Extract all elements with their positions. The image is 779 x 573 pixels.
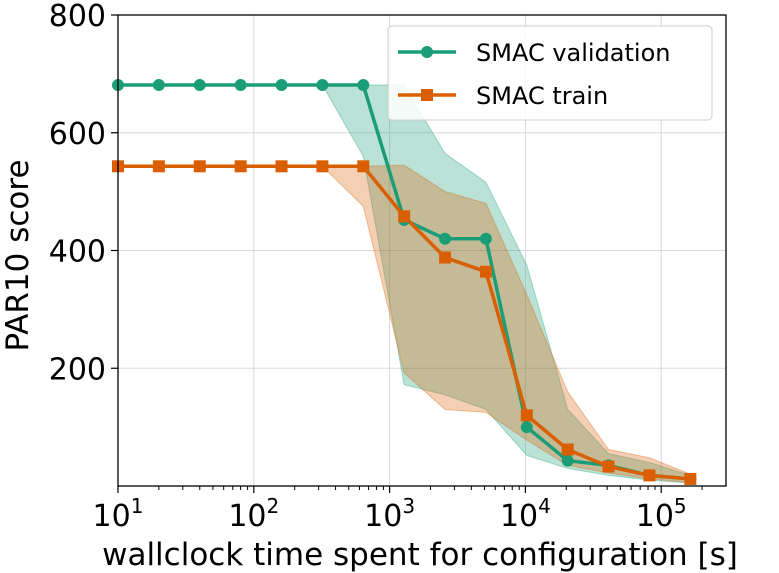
legend-label-validation: SMAC validation [476, 39, 670, 67]
point-train [193, 160, 206, 173]
legend-marker-validation [421, 46, 433, 58]
y-tick-label: 400 [49, 235, 106, 270]
x-tick-exponent: 1 [131, 494, 144, 518]
point-validation [520, 421, 533, 434]
x-tick-exponent: 5 [674, 494, 687, 518]
point-validation [439, 232, 452, 245]
x-tick-base: 10 [636, 499, 674, 534]
legend-marker-train [421, 89, 433, 101]
point-train [316, 160, 329, 173]
point-validation [479, 232, 492, 245]
point-train [152, 160, 165, 173]
point-train [643, 469, 656, 482]
point-train [602, 460, 615, 473]
x-tick-exponent: 3 [402, 494, 415, 518]
point-validation [275, 79, 288, 92]
point-validation [561, 454, 574, 467]
x-tick-base: 10 [500, 499, 538, 534]
point-validation [193, 79, 206, 92]
point-train [275, 160, 288, 173]
x-axis-label: wallclock time spent for configuration [… [102, 537, 738, 573]
point-validation [357, 79, 370, 92]
x-tick-base: 10 [93, 499, 131, 534]
point-train [398, 210, 411, 223]
point-train [561, 443, 574, 456]
x-tick-base: 10 [364, 499, 402, 534]
legend-box [387, 25, 713, 121]
x-tick-label: 105 [636, 494, 687, 534]
y-tick-label: 600 [49, 117, 106, 152]
x-tick-label: 101 [93, 494, 144, 534]
point-train [479, 265, 492, 278]
x-tick-label: 104 [500, 494, 551, 534]
point-train [357, 160, 370, 173]
x-tick-label: 102 [228, 494, 279, 534]
y-tick-label: 200 [49, 352, 106, 387]
legend: SMAC validation SMAC train [387, 25, 713, 121]
point-train [684, 472, 697, 485]
x-tick-exponent: 2 [267, 494, 280, 518]
y-tick-label: 800 [49, 0, 106, 34]
point-validation [234, 79, 247, 92]
point-train [520, 409, 533, 422]
point-train [234, 160, 247, 173]
point-validation [152, 79, 165, 92]
legend-label-train: SMAC train [476, 82, 608, 110]
point-train [439, 251, 452, 264]
x-tick-exponent: 4 [538, 494, 551, 518]
x-tick-base: 10 [228, 499, 266, 534]
y-axis-label: PAR10 score [0, 159, 36, 351]
point-validation [316, 79, 329, 92]
x-tick-label: 103 [364, 494, 415, 534]
